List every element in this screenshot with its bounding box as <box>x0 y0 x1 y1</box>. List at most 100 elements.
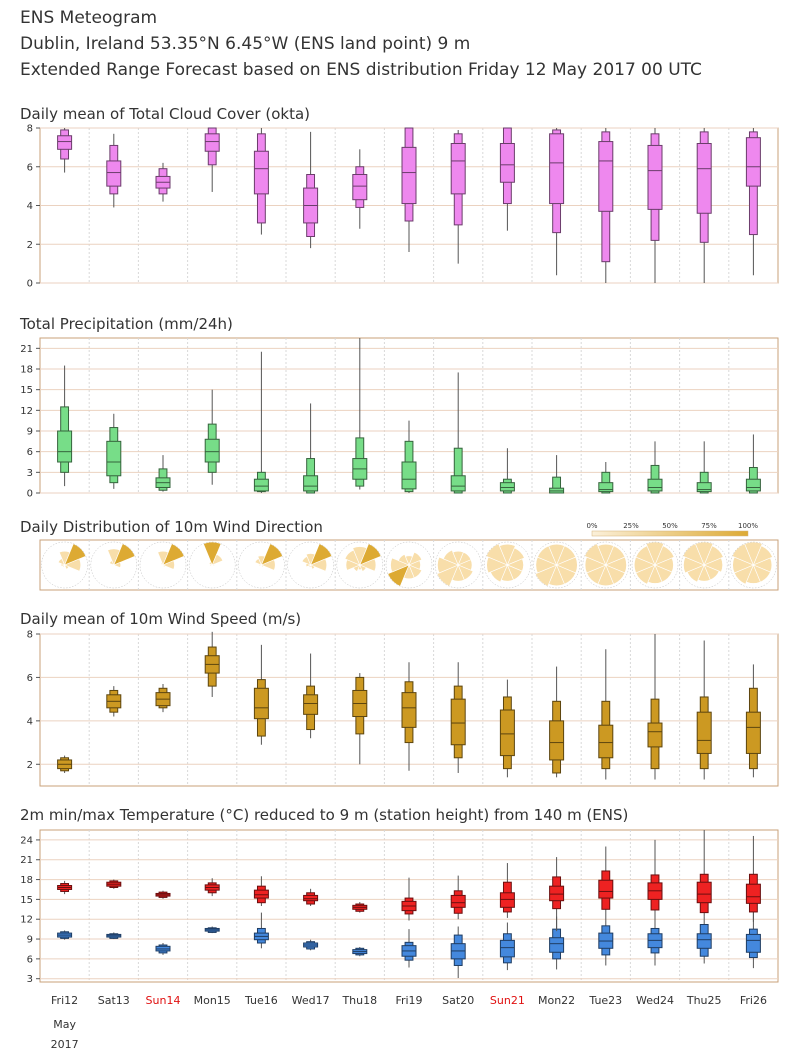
cloud-cover-p25-p75-box <box>204 133 220 152</box>
wind-rose-sector <box>506 564 523 581</box>
wind-rose-sector <box>436 564 459 587</box>
wind-rose-ring <box>41 541 88 589</box>
temperature-y-tick-label: 21 <box>20 855 33 866</box>
wind-rose-sector <box>309 558 327 572</box>
precipitation-p25-p75-box <box>450 475 466 492</box>
day-label: Sat20 <box>442 994 474 1007</box>
wind-rose-sector <box>387 564 410 587</box>
wind-rose-sector <box>162 560 175 570</box>
wind-rose-sector <box>203 541 222 566</box>
wind-rose-sector <box>499 544 516 566</box>
wind-legend-label: 50% <box>662 522 678 530</box>
cloud-cover-p25-p75-box <box>647 144 663 210</box>
wind-rose-sector <box>584 543 607 566</box>
temperature-y-tick-label: 3 <box>27 974 33 985</box>
location-line: Dublin, Ireland 53.35°N 6.45°W (ENS land… <box>20 34 471 54</box>
day-label: Sun14 <box>146 994 181 1007</box>
wind-direction-title: Daily Distribution of 10m Wind Direction <box>20 518 323 536</box>
wind-rose-sector <box>390 557 410 573</box>
wind-rose-sector <box>703 545 724 566</box>
wind-rose-ring <box>631 541 679 589</box>
precipitation-y-tick-label: 21 <box>20 344 33 355</box>
wind-speed-p25-p75-box <box>598 724 614 759</box>
precipitation-y-tick-label: 3 <box>27 468 33 479</box>
wind-legend-label: 0% <box>586 522 597 530</box>
precipitation-y-tick-label: 18 <box>20 365 33 376</box>
meteogram-title: ENS Meteogram <box>20 8 158 28</box>
wind-speed-p25-p75-box <box>401 692 417 728</box>
wind-speed-y-tick-label: 4 <box>27 716 33 727</box>
wind-rose-sector <box>654 564 673 583</box>
wind-rose-ring <box>730 541 777 589</box>
cloud-cover-title: Daily mean of Total Cloud Cover (okta) <box>20 105 311 123</box>
wind-rose-ring <box>434 541 482 589</box>
cloud-cover-y-tick-label: 8 <box>27 124 33 135</box>
wind-rose-ring <box>238 541 285 589</box>
wind-rose-sector <box>64 564 70 570</box>
precipitation-title: Total Precipitation (mm/24h) <box>20 315 233 333</box>
precipitation-p25-p75-box <box>253 478 269 492</box>
cloud-cover-y-tick-label: 2 <box>27 240 33 251</box>
cloud-cover-p25-p75-box <box>598 141 614 212</box>
precipitation-y-tick-label: 12 <box>20 406 33 417</box>
forecast-subtitle: Extended Range Forecast based on ENS dis… <box>20 60 702 80</box>
wind-rose-sector <box>556 564 577 585</box>
wind-rose-sector <box>113 561 121 569</box>
temperature-y-tick-label: 6 <box>27 954 33 965</box>
wind-speed-p25-p75-box <box>499 709 515 757</box>
precipitation-p25-p75-box <box>696 482 712 493</box>
wind-legend-label: 75% <box>701 522 717 530</box>
wind-rose-sector <box>703 564 720 581</box>
wind-rose-sector <box>260 564 264 568</box>
wind-rose-ring <box>484 541 531 589</box>
wind-rose-sector <box>744 541 763 566</box>
wind-speed-p25-p75-box <box>450 698 466 746</box>
cloud-cover-p25-p75-box <box>450 143 466 195</box>
temperature-max-p25-p75-box <box>598 879 614 899</box>
wind-rose-ring <box>533 541 580 589</box>
wind-rose-sector <box>695 541 714 566</box>
day-label: Thu18 <box>341 994 377 1007</box>
day-label: Tue16 <box>244 994 278 1007</box>
wind-legend-label: 100% <box>738 522 758 530</box>
wind-rose-sector <box>457 564 474 581</box>
cloud-cover-p25-p75-box <box>57 135 73 150</box>
day-label: Sun21 <box>490 994 525 1007</box>
day-label: Thu25 <box>686 994 722 1007</box>
wind-speed-y-tick-label: 6 <box>27 673 33 684</box>
wind-rose-sector <box>113 543 136 566</box>
wind-rose-sector <box>162 543 185 566</box>
temperature-max-p25-p75-box <box>253 889 269 899</box>
day-label: Fri12 <box>51 994 78 1007</box>
precipitation-p25-p75-box <box>401 461 417 490</box>
temperature-y-tick-label: 18 <box>20 875 33 886</box>
cloud-cover-y-tick-label: 6 <box>27 162 33 173</box>
wind-speed-title: Daily mean of 10m Wind Speed (m/s) <box>20 610 302 628</box>
day-label: Mon22 <box>538 994 575 1007</box>
wind-speed-p25-p75-box <box>745 711 761 754</box>
wind-speed-p25-p75-box <box>696 711 712 754</box>
wind-rose-sector <box>752 564 771 583</box>
precipitation-y-tick-label: 0 <box>27 489 33 500</box>
wind-speed-y-tick-label: 2 <box>27 760 33 771</box>
wind-rose-sector <box>408 564 423 579</box>
wind-rose-sector <box>211 563 215 567</box>
temperature-y-tick-label: 9 <box>27 935 33 946</box>
wind-rose-sector <box>654 545 675 566</box>
wind-rose-sector <box>211 564 214 567</box>
precipitation-p25-p75-box <box>499 482 515 492</box>
wind-rose-ring <box>582 541 630 589</box>
temperature-y-tick-label: 15 <box>20 895 33 906</box>
wind-rose-sector <box>485 543 508 566</box>
wind-rose-sector <box>260 559 276 571</box>
wind-rose-sector <box>63 558 81 572</box>
day-label: Mon15 <box>194 994 231 1007</box>
temperature-min-p25-p75-box <box>499 939 515 958</box>
wind-rose-sector <box>260 543 284 566</box>
temperature-title: 2m min/max Temperature (°C) reduced to 9… <box>20 806 629 824</box>
cloud-cover-p25-p75-box <box>745 137 761 187</box>
cloud-cover-p25-p75-box <box>549 133 565 205</box>
wind-speed-p25-p75-box <box>253 687 269 720</box>
wind-rose-sector <box>359 564 367 572</box>
